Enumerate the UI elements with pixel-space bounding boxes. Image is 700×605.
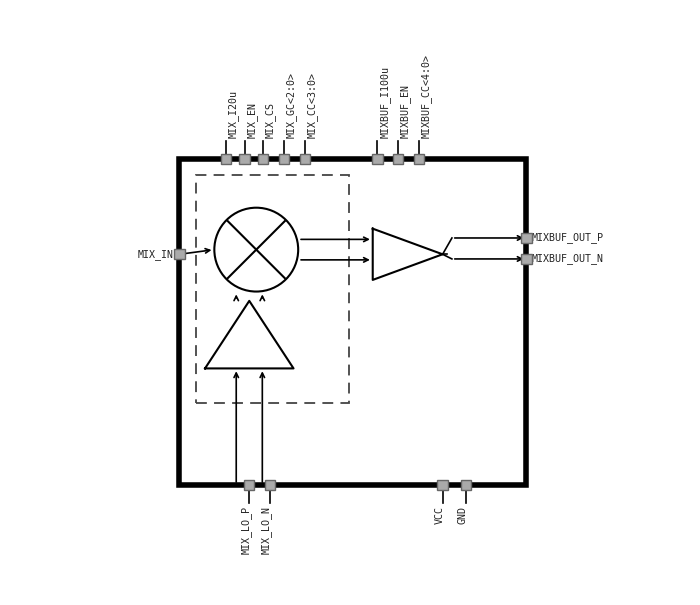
- Text: MIX_IN: MIX_IN: [138, 249, 174, 260]
- Bar: [438, 480, 448, 490]
- Bar: [300, 154, 310, 164]
- Bar: [522, 233, 531, 243]
- Bar: [461, 480, 471, 490]
- Bar: [372, 154, 382, 164]
- Text: MIX_EN: MIX_EN: [246, 102, 258, 138]
- Bar: [393, 154, 403, 164]
- Bar: [279, 154, 289, 164]
- Bar: [221, 154, 231, 164]
- Text: MIX_LO_N: MIX_LO_N: [261, 506, 272, 554]
- Bar: [414, 154, 424, 164]
- Text: MIX_LO_P: MIX_LO_P: [240, 506, 251, 554]
- Text: MIX_GC<2:0>: MIX_GC<2:0>: [286, 72, 297, 138]
- Text: MIXBUF_OUT_P: MIXBUF_OUT_P: [532, 232, 604, 243]
- Text: MIXBUF_EN: MIXBUF_EN: [400, 84, 411, 138]
- Text: MIX_CS: MIX_CS: [265, 102, 276, 138]
- Text: GND: GND: [458, 506, 468, 524]
- Text: MIX_I20u: MIX_I20u: [228, 90, 239, 138]
- Bar: [258, 154, 268, 164]
- Bar: [522, 254, 531, 264]
- Bar: [265, 480, 275, 490]
- Bar: [239, 154, 250, 164]
- Text: MIXBUF_I100u: MIXBUF_I100u: [379, 66, 390, 138]
- Bar: [179, 159, 526, 485]
- Text: MIX_CC<3:0>: MIX_CC<3:0>: [307, 72, 318, 138]
- Bar: [174, 249, 185, 260]
- Text: MIXBUF_CC<4:0>: MIXBUF_CC<4:0>: [421, 54, 432, 138]
- Text: MIXBUF_OUT_N: MIXBUF_OUT_N: [532, 253, 604, 264]
- Bar: [244, 480, 254, 490]
- Bar: [196, 175, 349, 404]
- Text: VCC: VCC: [435, 506, 444, 524]
